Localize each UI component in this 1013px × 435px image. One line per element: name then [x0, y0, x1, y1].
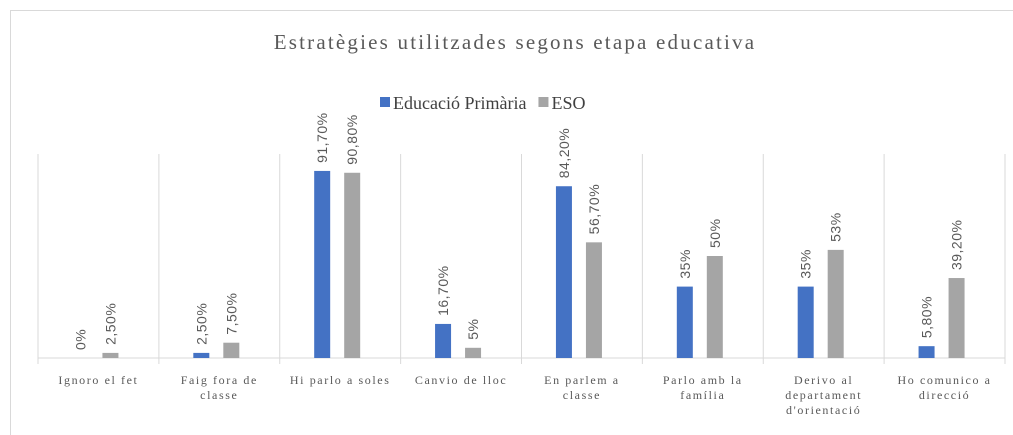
bar — [314, 170, 331, 358]
value-label: 56,70% — [586, 184, 602, 234]
bar — [918, 346, 935, 358]
value-label: 16,70% — [435, 265, 451, 315]
bar — [706, 256, 723, 358]
bar — [948, 278, 965, 358]
value-label: 5,80% — [919, 296, 935, 338]
x-tick-label: Ho comunico a direcció — [897, 373, 992, 402]
x-tick-label: Parlo amb la família — [662, 373, 743, 402]
value-label: 90,80% — [344, 114, 360, 164]
value-label: 50% — [707, 218, 723, 248]
value-label: 5% — [465, 319, 481, 340]
x-tick-label: Canvio de lloc — [414, 373, 508, 387]
value-label: 39,20% — [949, 220, 965, 270]
bar — [344, 172, 361, 358]
legend-swatch — [538, 97, 549, 107]
value-label: 91,70% — [314, 112, 330, 162]
legend-swatch — [380, 97, 390, 107]
chart-frame — [10, 10, 1013, 435]
x-tick-label: Hi parlo a soles — [289, 373, 391, 387]
value-label: 7,50% — [223, 292, 239, 334]
value-label: 2,50% — [193, 303, 209, 345]
bar — [555, 186, 572, 358]
x-tick-label: Faig fora de classe — [180, 373, 258, 402]
x-tick-label: Derivo al departament d'orientació — [785, 373, 863, 417]
bar — [585, 242, 602, 358]
value-label: 84,20% — [556, 128, 572, 178]
legend-label: Educació Primària — [393, 93, 526, 113]
value-label: 35% — [677, 249, 693, 279]
bar — [797, 286, 814, 358]
value-label: 2,50% — [102, 303, 118, 345]
chart-title: Estratègies utilitzades segons etapa edu… — [274, 30, 757, 54]
bar — [193, 352, 210, 358]
x-tick-label: En parlem a classe — [544, 373, 620, 402]
bar — [102, 352, 119, 358]
legend-label: ESO — [551, 93, 585, 113]
value-label: 53% — [828, 212, 844, 242]
bar — [223, 342, 240, 358]
bar — [676, 286, 693, 358]
value-label: 35% — [798, 249, 814, 279]
bar — [435, 323, 452, 358]
x-tick-label: Ignoro el fet — [58, 373, 139, 387]
value-label: 0% — [72, 329, 88, 350]
bar — [465, 347, 482, 358]
bar — [827, 249, 844, 358]
